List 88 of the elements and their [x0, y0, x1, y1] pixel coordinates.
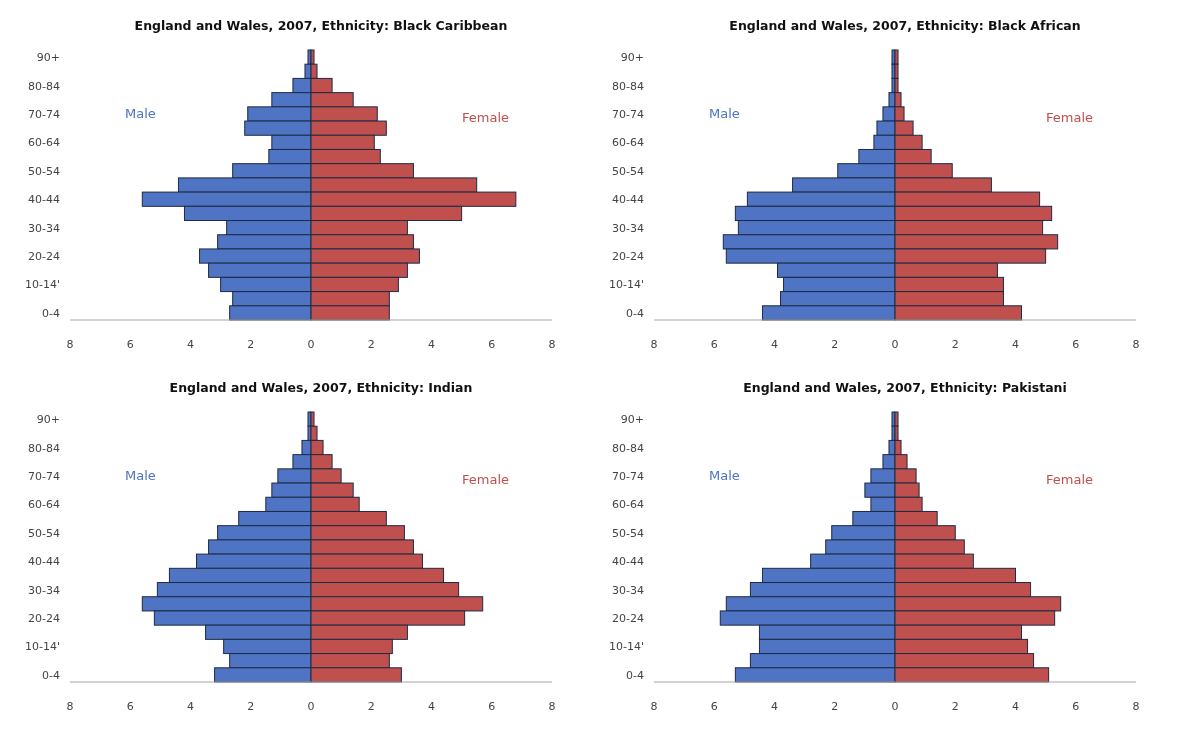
- chart-title: England and Wales, 2007, Ethnicity: Pakistani: [743, 380, 1067, 395]
- x-tick-label: 4: [1012, 700, 1019, 713]
- y-tick-label: 70-74: [28, 469, 60, 483]
- x-tick-label: 2: [367, 700, 375, 713]
- y-tick-label: 80-84: [28, 441, 60, 455]
- x-tick-label: 6: [488, 338, 496, 351]
- y-tick-label: 10-14': [609, 278, 644, 292]
- y-tick-label: 20-24: [612, 612, 644, 626]
- chart-title: England and Wales, 2007, Ethnicity: Indian: [169, 380, 473, 395]
- y-tick-label: 40-44: [612, 193, 644, 207]
- chart-title: England and Wales, 2007, Ethnicity: Black Caribbean: [134, 18, 508, 33]
- x-tick-label: 2: [367, 338, 375, 351]
- y-tick-label: 20-24: [612, 250, 644, 264]
- text: Male: [709, 467, 740, 483]
- x-tick-label: 2: [951, 700, 959, 713]
- y-tick-label: 30-34: [612, 583, 644, 597]
- y-tick-label: 80-84: [28, 79, 60, 93]
- y-tick-label: 0-4: [42, 306, 60, 320]
- x-tick-label: 8: [1132, 338, 1140, 351]
- x-tick-label: 0: [307, 700, 315, 713]
- x-tick-label: 6: [1072, 338, 1080, 351]
- y-tick-label: 40-44: [612, 555, 644, 569]
- y-tick-label: 90+: [620, 51, 644, 65]
- x-tick-label: 4: [187, 338, 194, 351]
- y-tick-label: 0-4: [626, 306, 644, 320]
- x-tick-label: 2: [247, 338, 255, 351]
- x-tick-label: 6: [710, 338, 718, 351]
- x-tick-label: 8: [650, 700, 658, 713]
- y-tick-label: 10-14': [609, 640, 644, 654]
- y-tick-label: 70-74: [612, 469, 644, 483]
- x-tick-label: 2: [831, 700, 839, 713]
- x-tick-label: 4: [428, 338, 435, 351]
- y-tick-label: 70-74: [28, 107, 60, 121]
- y-tick-label: 50-54: [612, 164, 644, 178]
- x-tick-label: 6: [1072, 700, 1080, 713]
- x-tick-label: 8: [548, 338, 556, 351]
- text: Male: [125, 105, 156, 121]
- x-tick-label: 6: [488, 700, 496, 713]
- x-tick-label: 6: [126, 338, 134, 351]
- y-tick-label: 20-24: [28, 612, 60, 626]
- x-tick-label: 0: [891, 338, 899, 351]
- y-tick-label: 50-54: [28, 164, 60, 178]
- chart-title: England and Wales, 2007, Ethnicity: Black African: [729, 18, 1081, 33]
- x-tick-label: 8: [1132, 700, 1140, 713]
- y-tick-label: 90+: [36, 51, 60, 65]
- x-tick-label: 0: [891, 700, 899, 713]
- x-tick-label: 6: [126, 700, 134, 713]
- x-tick-label: 0: [307, 338, 315, 351]
- x-tick-label: 4: [187, 700, 194, 713]
- x-tick-label: 6: [710, 700, 718, 713]
- y-tick-label: 0-4: [42, 668, 60, 682]
- y-tick-label: 80-84: [612, 441, 644, 455]
- text: Male: [709, 105, 740, 121]
- x-tick-label: 4: [428, 700, 435, 713]
- y-tick-label: 90+: [620, 413, 644, 427]
- x-tick-label: 2: [831, 338, 839, 351]
- x-tick-label: 8: [650, 338, 658, 351]
- text: Female: [462, 471, 510, 487]
- text: Male: [125, 467, 156, 483]
- x-tick-label: 8: [66, 338, 74, 351]
- x-tick-label: 8: [66, 700, 74, 713]
- y-tick-label: 50-54: [612, 526, 644, 540]
- x-tick-label: 4: [771, 338, 778, 351]
- y-tick-label: 30-34: [28, 221, 60, 235]
- x-tick-label: 8: [548, 700, 556, 713]
- y-tick-label: 10-14': [25, 278, 60, 292]
- y-tick-label: 40-44: [28, 555, 60, 569]
- y-tick-label: 20-24: [28, 250, 60, 264]
- y-tick-label: 50-54: [28, 526, 60, 540]
- x-tick-label: 2: [951, 338, 959, 351]
- y-tick-label: 30-34: [612, 221, 644, 235]
- y-tick-label: 60-64: [28, 136, 60, 150]
- y-tick-label: 40-44: [28, 193, 60, 207]
- y-tick-label: 80-84: [612, 79, 644, 93]
- y-tick-label: 0-4: [626, 668, 644, 682]
- y-tick-label: 90+: [36, 413, 60, 427]
- y-tick-label: 60-64: [612, 136, 644, 150]
- y-tick-label: 60-64: [612, 498, 644, 512]
- text: Female: [1046, 109, 1094, 125]
- y-tick-label: 60-64: [28, 498, 60, 512]
- y-tick-label: 10-14': [25, 640, 60, 654]
- y-tick-label: 70-74: [612, 107, 644, 121]
- x-tick-label: 4: [771, 700, 778, 713]
- text: Female: [462, 109, 510, 125]
- x-tick-label: 2: [247, 700, 255, 713]
- y-tick-label: 30-34: [28, 583, 60, 597]
- x-tick-label: 4: [1012, 338, 1019, 351]
- text: Female: [1046, 471, 1094, 487]
